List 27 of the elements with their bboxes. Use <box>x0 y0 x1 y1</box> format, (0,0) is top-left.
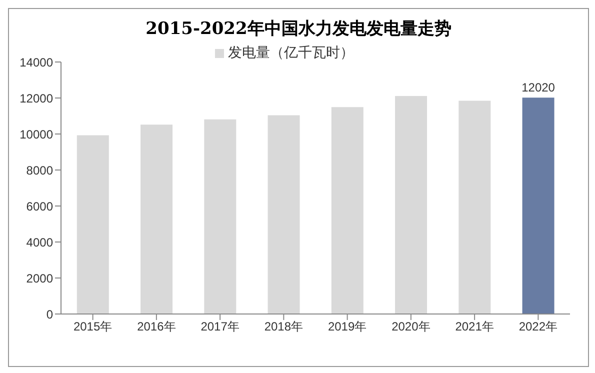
x-tick-label: 2017年 <box>200 320 240 334</box>
x-tick-label: 2021年 <box>455 320 494 334</box>
legend-label: 发电量（亿千瓦时） <box>228 44 354 60</box>
y-tick-label: 4000 <box>26 235 54 250</box>
chart-title: 2015-2022年中国水力发电发电量走势 <box>144 18 452 40</box>
y-tick-label: 2000 <box>26 271 54 286</box>
x-tick-label: 2020年 <box>392 320 430 334</box>
y-tick-label: 6000 <box>26 199 54 214</box>
x-tick-label: 2016年 <box>137 320 176 334</box>
x-tick-label: 2018年 <box>264 320 304 334</box>
y-tick-label: 10000 <box>20 127 54 142</box>
y-tick-label: 0 <box>46 307 54 322</box>
bar <box>458 100 491 314</box>
x-tick-label: 2015年 <box>73 320 112 334</box>
bar <box>331 107 364 314</box>
bar <box>268 115 300 314</box>
bar <box>522 98 554 314</box>
bar <box>395 96 428 314</box>
bar <box>76 135 109 314</box>
x-tick-label: 2022年 <box>518 320 558 334</box>
y-tick-label: 12000 <box>20 91 54 106</box>
y-tick-label: 14000 <box>20 55 54 70</box>
bar <box>204 119 236 314</box>
x-tick-label: 2019年 <box>328 320 367 334</box>
bar <box>140 124 173 314</box>
y-tick-label: 8000 <box>26 163 54 178</box>
data-label: 12020 <box>522 80 556 95</box>
